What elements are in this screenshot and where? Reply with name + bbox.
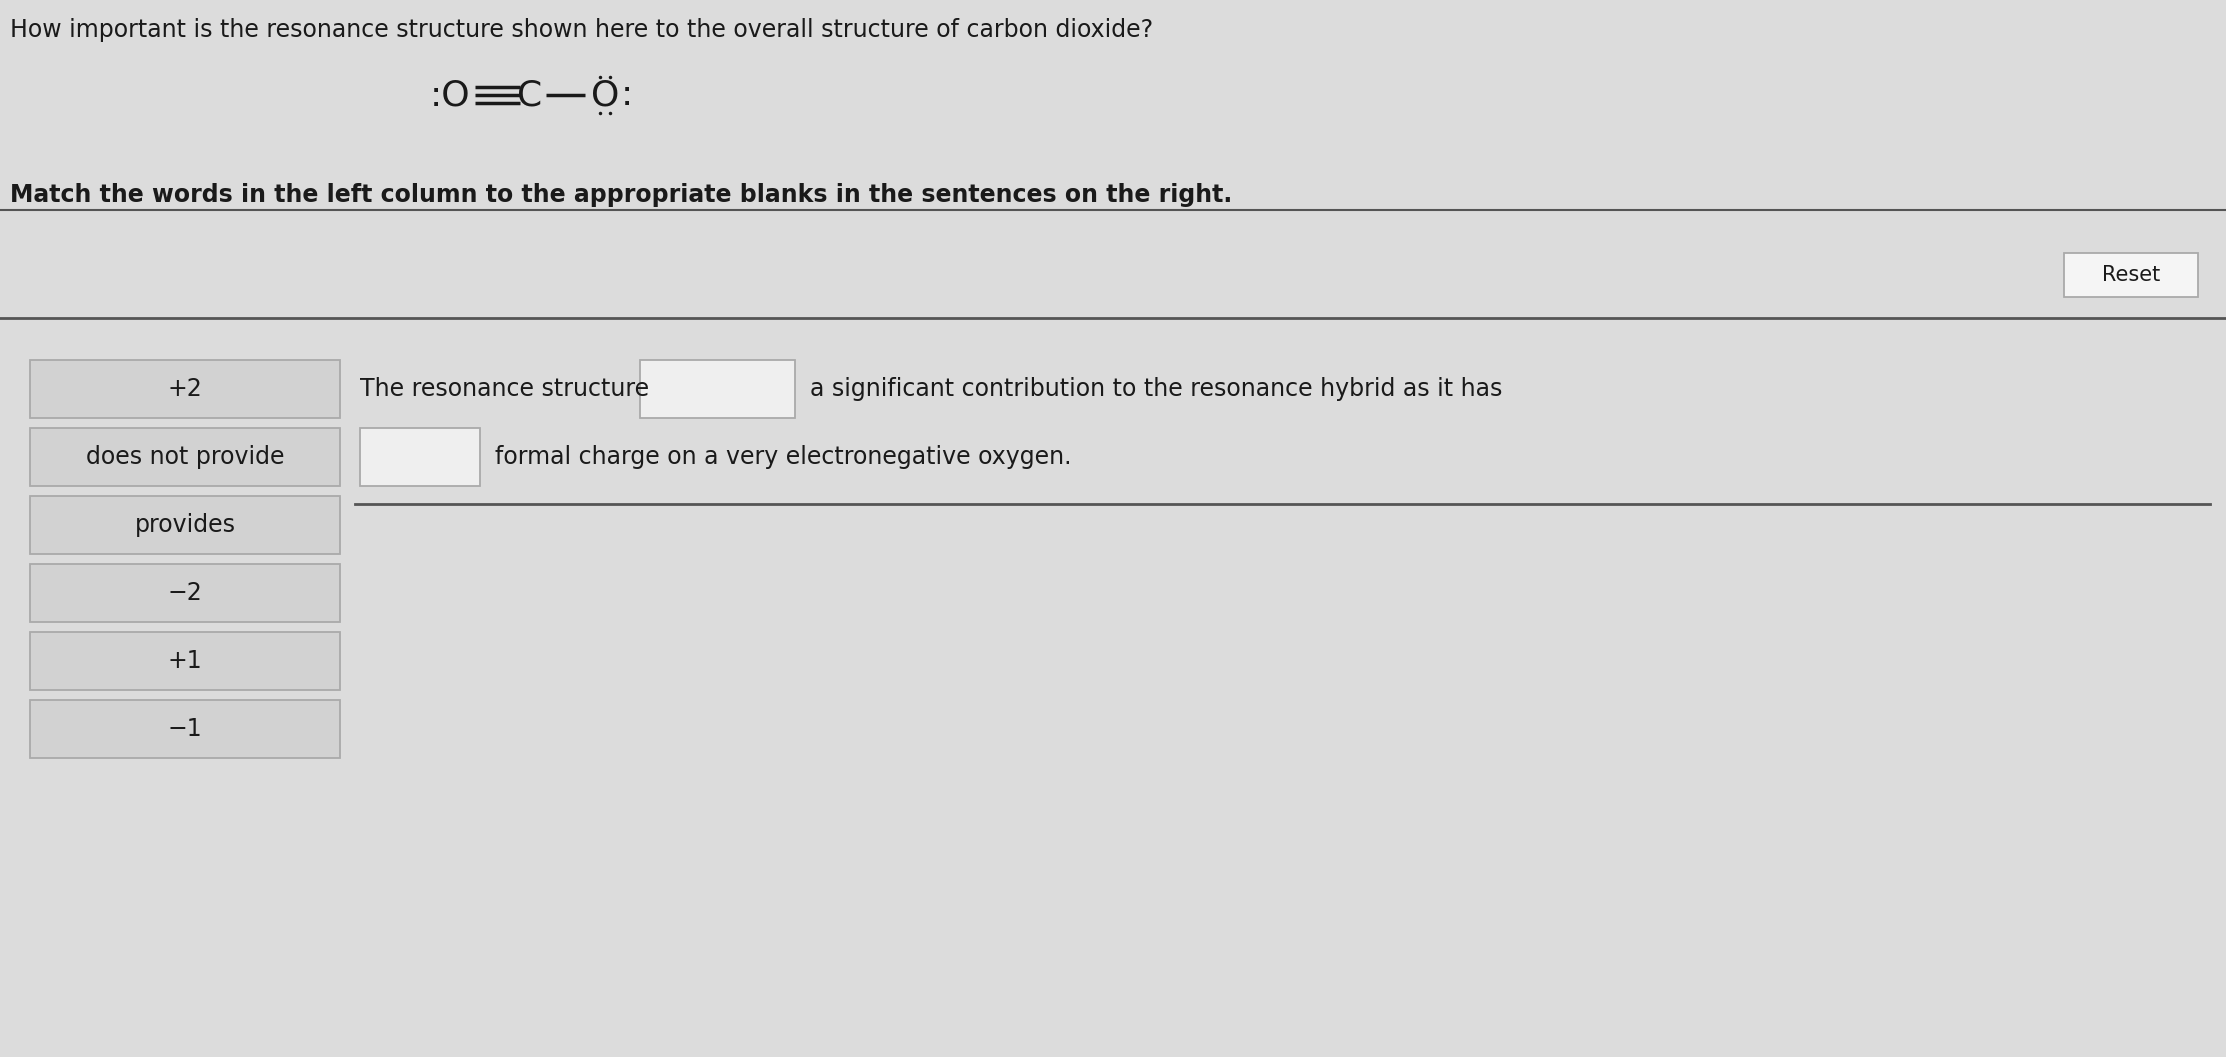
- Text: −2: −2: [167, 581, 203, 605]
- Text: provides: provides: [134, 513, 236, 537]
- FancyBboxPatch shape: [29, 360, 341, 418]
- FancyBboxPatch shape: [641, 360, 795, 418]
- Text: a significant contribution to the resonance hybrid as it has: a significant contribution to the resona…: [810, 377, 1503, 401]
- FancyBboxPatch shape: [2064, 253, 2197, 297]
- FancyBboxPatch shape: [29, 428, 341, 486]
- FancyBboxPatch shape: [361, 428, 481, 486]
- Text: How important is the resonance structure shown here to the overall structure of : How important is the resonance structure…: [9, 18, 1153, 42]
- Text: does not provide: does not provide: [87, 445, 285, 469]
- Text: :O: :O: [430, 78, 470, 112]
- Text: Reset: Reset: [2101, 265, 2159, 285]
- FancyBboxPatch shape: [29, 564, 341, 622]
- FancyBboxPatch shape: [29, 700, 341, 758]
- Text: O: O: [590, 78, 619, 112]
- Text: :: :: [621, 78, 632, 112]
- FancyBboxPatch shape: [29, 496, 341, 554]
- Text: formal charge on a very electronegative oxygen.: formal charge on a very electronegative …: [494, 445, 1071, 469]
- Text: C: C: [516, 78, 543, 112]
- Text: Match the words in the left column to the appropriate blanks in the sentences on: Match the words in the left column to th…: [9, 183, 1233, 207]
- Text: +1: +1: [167, 649, 203, 673]
- Text: +2: +2: [167, 377, 203, 401]
- FancyBboxPatch shape: [29, 632, 341, 690]
- Text: −1: −1: [167, 717, 203, 741]
- Text: The resonance structure: The resonance structure: [361, 377, 650, 401]
